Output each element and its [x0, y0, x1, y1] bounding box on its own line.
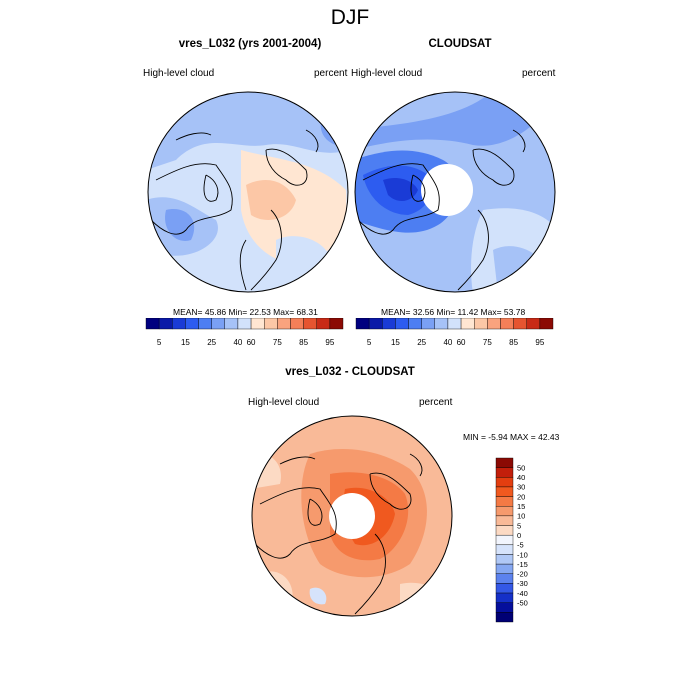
- colorbar-tick-label: 15: [181, 338, 190, 347]
- obs-stats: MEAN= 32.56 Min= 11.42 Max= 53.78: [381, 307, 526, 317]
- colorbar-swatch: [250, 318, 265, 330]
- colorbar-tick-label: 25: [417, 338, 426, 347]
- colorbar-swatch: [495, 467, 514, 478]
- colorbar-swatch: [495, 496, 514, 507]
- colorbar-tick-label: -10: [517, 550, 528, 559]
- colorbar-tick-label: 75: [273, 338, 282, 347]
- colorbar-tick-label: 95: [325, 338, 334, 347]
- diff-stats: MIN = -5.94 MAX = 42.43: [463, 432, 560, 442]
- colorbar-swatch: [172, 318, 186, 330]
- colorbar-swatch: [495, 602, 514, 613]
- colorbar-tick-label: 60: [247, 338, 256, 347]
- colorbar-swatch: [185, 318, 199, 330]
- obs-right-label: percent: [522, 68, 556, 79]
- colorbar-tick-label: 30: [517, 483, 525, 492]
- model-colorbar: 5 15 25 40 60 75 85 95: [145, 318, 344, 347]
- colorbar-swatch: [211, 318, 225, 330]
- colorbar-swatch: [487, 318, 501, 330]
- colorbar-swatch: [495, 612, 514, 623]
- obs-left-label: High-level cloud: [351, 68, 423, 79]
- colorbar-swatch: [263, 318, 278, 330]
- colorbar-tick-label: 25: [207, 338, 216, 347]
- colorbar-tick-label: 10: [517, 512, 525, 521]
- colorbar-swatch: [473, 318, 488, 330]
- colorbar-swatch: [495, 583, 514, 594]
- colorbar-swatch: [495, 592, 514, 603]
- obs-polar-map: [354, 91, 556, 293]
- colorbar-tick-label: 95: [535, 338, 544, 347]
- colorbar-tick-label: 0: [517, 531, 521, 540]
- colorbar-swatch: [495, 506, 514, 517]
- diff-panel-title: vres_L032 - CLOUDSAT: [285, 366, 415, 378]
- colorbar-swatch: [421, 318, 435, 330]
- colorbar-tick-label: -30: [517, 579, 528, 588]
- colorbar-swatch: [500, 318, 514, 330]
- colorbar-tick-label: 20: [517, 492, 525, 501]
- colorbar-tick-label: 60: [457, 338, 466, 347]
- colorbar-tick-label: 50: [517, 463, 525, 472]
- colorbar-swatch: [495, 457, 514, 468]
- colorbar-swatch: [495, 544, 514, 555]
- colorbar-swatch: [303, 318, 317, 330]
- colorbar-swatch: [460, 318, 475, 330]
- main-title: DJF: [330, 6, 370, 29]
- colorbar-tick-label: 85: [299, 338, 308, 347]
- diff-left-label: High-level cloud: [248, 397, 320, 408]
- colorbar-swatch: [495, 515, 514, 526]
- colorbar-swatch: [495, 534, 514, 546]
- colorbar-swatch: [495, 486, 514, 497]
- colorbar-tick-label: -15: [517, 560, 528, 569]
- colorbar-swatch: [513, 318, 527, 330]
- obs-colorbar: 5 15 25 40 60 75 85 95: [355, 318, 554, 347]
- colorbar-swatch: [395, 318, 409, 330]
- colorbar-swatch: [408, 318, 422, 330]
- colorbar-swatch: [495, 477, 514, 488]
- colorbar-swatch: [434, 318, 449, 330]
- colorbar-tick-label: 5: [367, 338, 372, 347]
- colorbar-swatch: [495, 563, 514, 574]
- colorbar-swatch: [145, 318, 160, 330]
- colorbar-swatch: [198, 318, 212, 330]
- colorbar-tick-label: -5: [517, 541, 524, 550]
- colorbar-swatch: [237, 318, 252, 330]
- colorbar-swatch: [495, 573, 514, 584]
- colorbar-swatch: [277, 318, 291, 330]
- colorbar-swatch: [539, 318, 554, 330]
- colorbar-swatch: [158, 318, 173, 330]
- colorbar-swatch: [368, 318, 383, 330]
- colorbar-tick-label: 5: [517, 521, 521, 530]
- colorbar-tick-label: -40: [517, 589, 528, 598]
- model-panel-title: vres_L032 (yrs 2001-2004): [178, 38, 322, 50]
- colorbar-swatch: [495, 525, 514, 536]
- colorbar-swatch: [329, 318, 344, 330]
- colorbar-swatch: [290, 318, 304, 330]
- model-polar-map: [147, 91, 349, 293]
- colorbar-tick-label: 40: [443, 338, 452, 347]
- colorbar-swatch: [316, 318, 331, 330]
- colorbar-swatch: [447, 318, 462, 330]
- colorbar-swatch: [355, 318, 370, 330]
- colorbar-tick-label: 5: [157, 338, 162, 347]
- diff-right-label: percent: [419, 397, 453, 408]
- colorbar-swatch: [495, 554, 514, 565]
- obs-panel-title: CLOUDSAT: [428, 38, 492, 50]
- colorbar-tick-label: -20: [517, 570, 528, 579]
- colorbar-tick-label: 15: [391, 338, 400, 347]
- model-left-label: High-level cloud: [143, 68, 215, 79]
- colorbar-tick-label: 75: [483, 338, 492, 347]
- diff-polar-map: [251, 415, 453, 617]
- colorbar-tick-label: 40: [233, 338, 242, 347]
- model-stats: MEAN= 45.86 Min= 22.53 Max= 68.31: [173, 307, 318, 317]
- colorbar-tick-label: 15: [517, 502, 525, 511]
- colorbar-swatch: [382, 318, 396, 330]
- colorbar-tick-label: 85: [509, 338, 518, 347]
- colorbar-swatch: [224, 318, 239, 330]
- colorbar-swatch: [526, 318, 541, 330]
- colorbar-tick-label: 40: [517, 473, 525, 482]
- model-right-label: percent: [314, 68, 348, 79]
- colorbar-tick-label: -50: [517, 599, 528, 608]
